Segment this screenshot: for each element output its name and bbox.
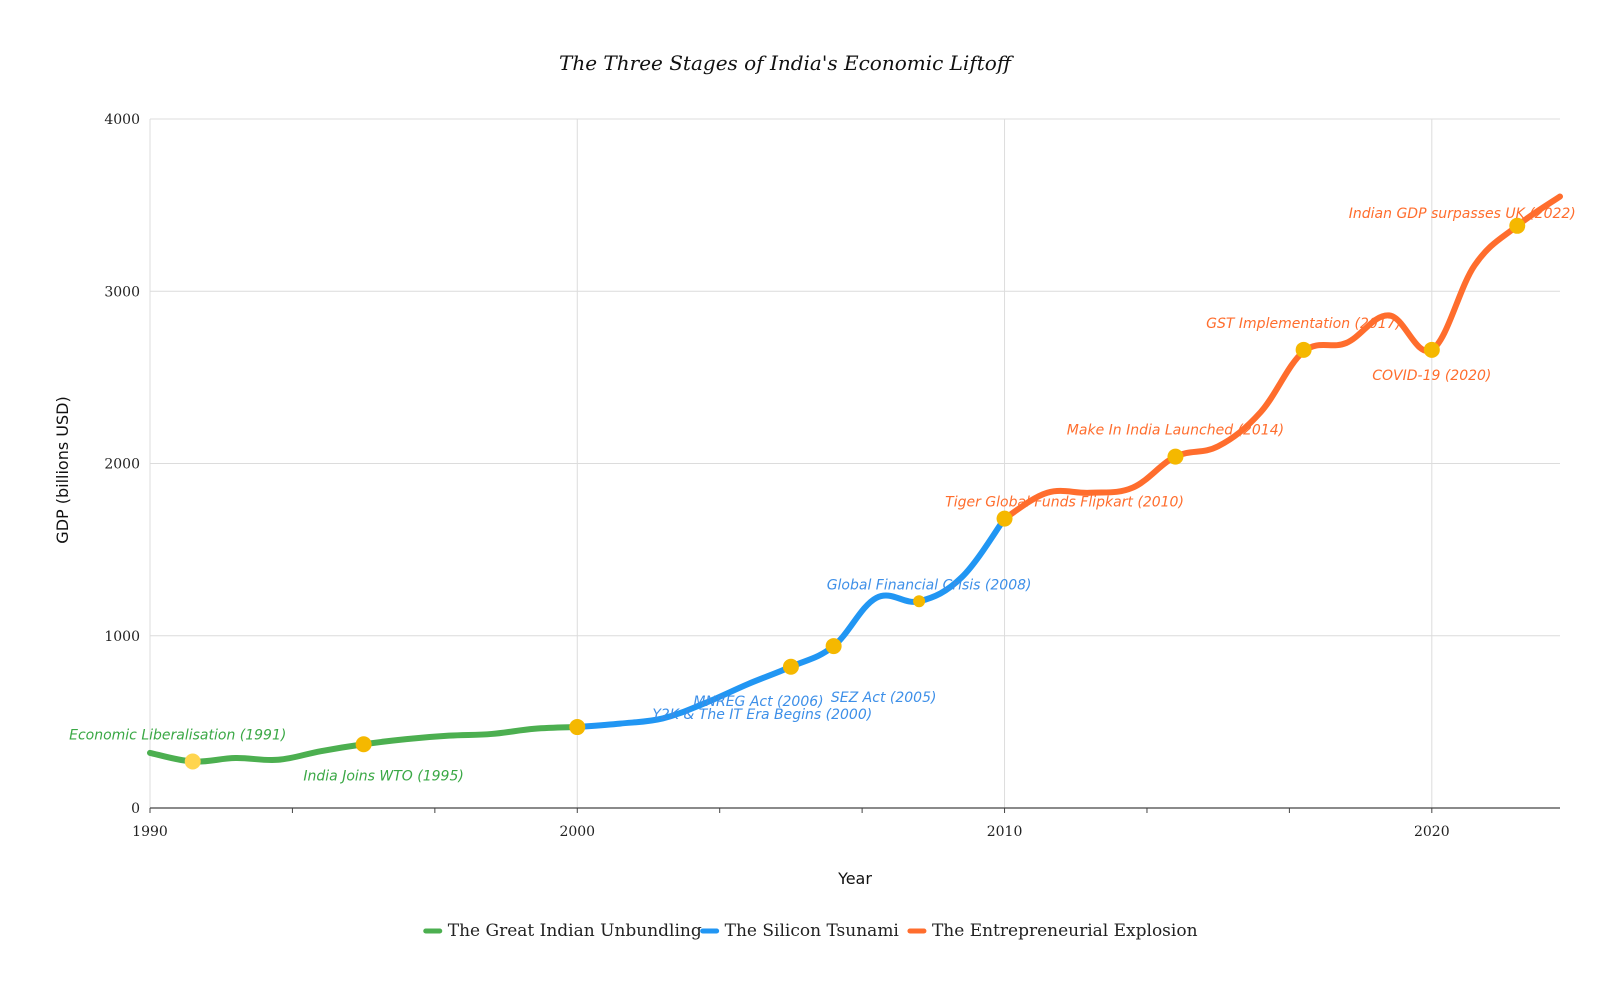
annotation-label-0: Economic Liberalisation (1991) xyxy=(69,727,286,743)
event-marker-9 xyxy=(1423,341,1440,358)
legend-label-1: The Silicon Tsunami xyxy=(725,921,900,941)
annotation-label-8: GST Implementation (2017) xyxy=(1206,316,1401,332)
annotation-label-4: MNREG Act (2006) xyxy=(693,694,823,710)
legend-label-2: The Entrepreneurial Explosion xyxy=(932,921,1198,941)
legend-label-0: The Great Indian Unbundling xyxy=(448,921,702,941)
y-tick-label: 4000 xyxy=(104,112,140,128)
y-tick-label: 1000 xyxy=(104,629,140,645)
annotation-label-10: Indian GDP surpasses UK (2022) xyxy=(1349,206,1576,222)
x-axis-label: Year xyxy=(837,869,872,888)
chart-title: The Three Stages of India's Economic Lif… xyxy=(559,51,1015,75)
event-marker-7 xyxy=(1167,448,1184,465)
event-marker-8 xyxy=(1295,341,1312,358)
x-tick-label: 2010 xyxy=(987,824,1023,840)
y-tick-label: 0 xyxy=(131,801,140,817)
annotation-label-3: SEZ Act (2005) xyxy=(831,690,937,706)
axes: 1990 2000 2010 2020 0 1000 2000 3000 4000 xyxy=(104,112,1560,840)
event-marker-6 xyxy=(996,510,1013,527)
event-marker-0 xyxy=(184,753,201,770)
event-marker-5 xyxy=(913,595,926,608)
annotation-label-9: COVID-19 (2020) xyxy=(1372,368,1491,384)
annotation-label-1: India Joins WTO (1995) xyxy=(303,768,463,784)
event-marker-3 xyxy=(782,658,799,675)
x-tick-label: 2000 xyxy=(559,824,595,840)
event-marker-2 xyxy=(569,719,586,736)
annotation-label-2: Y2K & The IT Era Begins (2000) xyxy=(652,707,872,723)
y-axis-label: GDP (billions USD) xyxy=(53,396,72,543)
legend: The Great Indian Unbundling The Silicon T… xyxy=(423,921,1198,941)
event-marker-1 xyxy=(355,736,372,753)
event-marker-10 xyxy=(1509,217,1526,234)
event-marker-4 xyxy=(825,638,842,655)
y-tick-label: 3000 xyxy=(104,284,140,300)
y-tick-label: 2000 xyxy=(104,457,140,473)
x-tick-label: 1990 xyxy=(132,824,168,840)
series-lines xyxy=(147,193,1563,765)
annotation-label-6: Tiger Global Funds Flipkart (2010) xyxy=(945,495,1184,511)
series-line-2 xyxy=(1001,193,1563,522)
x-tick-label: 2020 xyxy=(1414,824,1450,840)
annotation-label-7: Make In India Launched (2014) xyxy=(1067,423,1284,439)
annotation-label-5: Global Financial Crisis (2008) xyxy=(827,577,1032,593)
event-annotations: Economic Liberalisation (1991) India Join… xyxy=(69,206,1576,784)
event-markers xyxy=(184,217,1526,770)
